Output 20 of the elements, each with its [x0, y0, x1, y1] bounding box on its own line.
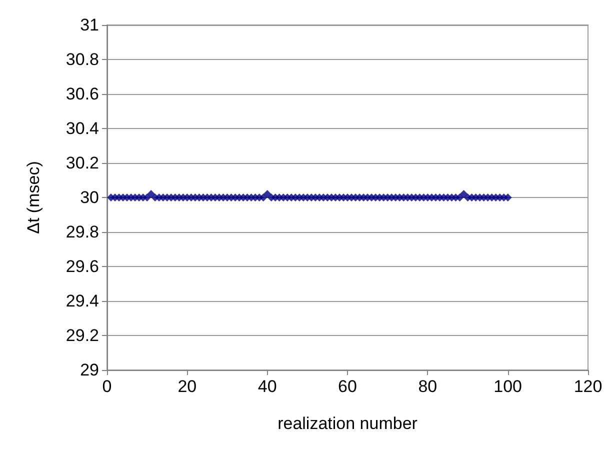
x-tick-label: 60	[338, 377, 357, 396]
y-tick-label: 29	[80, 360, 99, 380]
x-tick-label: 80	[418, 377, 438, 396]
x-tick-label: 0	[102, 377, 112, 396]
y-tick-label: 29.6	[66, 257, 99, 276]
y-tick-label: 30	[80, 188, 99, 207]
y-tick-label: 30.2	[66, 154, 99, 172]
x-tick-label: 40	[258, 377, 277, 396]
x-axis-title: realization number	[278, 414, 418, 433]
y-tick-label: 29.4	[66, 292, 99, 310]
y-tick-label: 29.8	[66, 222, 99, 242]
y-tick-label: 29.2	[66, 326, 99, 345]
x-tick-label: 100	[494, 377, 522, 396]
y-tick-label: 30.4	[66, 119, 99, 138]
y-tick-label: 31	[80, 16, 99, 34]
x-tick-label: 20	[178, 377, 197, 396]
x-tick-label: 120	[574, 377, 602, 396]
y-tick-label: 30.8	[66, 50, 99, 69]
y-axis-title: Δt (msec)	[24, 161, 43, 234]
y-tick-label: 30.6	[66, 84, 99, 104]
